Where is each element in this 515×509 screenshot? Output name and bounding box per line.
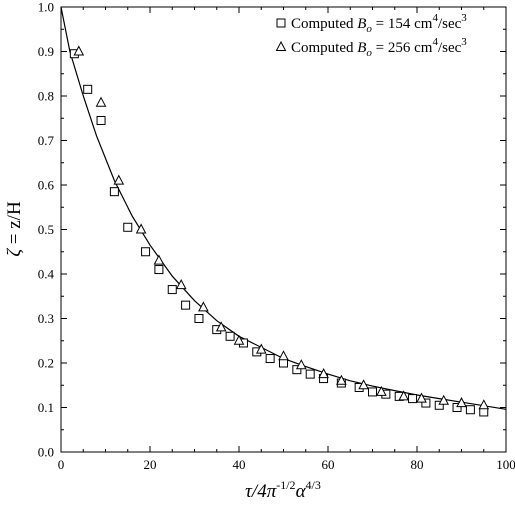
y-tick-label: 0.1 (38, 400, 54, 415)
triangle-marker (255, 343, 267, 354)
triangle-marker (233, 334, 245, 345)
triangle-marker (278, 350, 289, 361)
square-marker (167, 285, 177, 295)
square-marker (292, 365, 302, 375)
triangle-marker (398, 390, 410, 401)
y-axis-label: ζ = z/H (4, 201, 25, 257)
square-marker (368, 387, 377, 397)
triangle-marker (456, 397, 467, 408)
square-marker (465, 405, 475, 415)
y-axis-ticks: 0.0 0.1 0.2 0.3 0.4 0.5 0.6 0.7 0.8 0.9 1.0 (38, 0, 506, 460)
triangle-marker (438, 394, 450, 405)
x-tick-label: 0 (58, 457, 65, 472)
y-tick-label: 0.5 (38, 222, 54, 237)
triangle-marker (358, 379, 369, 390)
x-tick-label: 20 (144, 457, 157, 472)
x-tick-label: 60 (322, 457, 335, 472)
x-tick-label: 100 (496, 457, 515, 472)
x-axis-ticks: 0 20 40 60 80 100 (58, 7, 515, 472)
y-tick-label: 0.8 (38, 89, 54, 104)
square-marker (305, 369, 315, 379)
square-marker (408, 394, 418, 404)
square-marker (434, 400, 444, 410)
x-tick-label: 40 (233, 457, 246, 472)
square-marker (154, 265, 164, 275)
legend-label: Computed Bo = 154 cm4/sec3 (291, 12, 467, 35)
triangle-marker (135, 223, 147, 234)
triangle-marker (318, 368, 329, 379)
square-marker (123, 222, 133, 232)
triangle-marker (95, 96, 107, 107)
square-marker (181, 300, 191, 310)
triangle-marker (295, 359, 307, 370)
y-tick-label: 1.0 (38, 0, 54, 15)
triangle-marker (198, 301, 209, 312)
square-marker (225, 331, 235, 341)
x-tick-label: 80 (411, 457, 424, 472)
y-tick-label: 0.9 (38, 44, 54, 59)
square-marker (83, 84, 93, 94)
y-tick-label: 0.2 (38, 356, 54, 371)
square-marker (96, 115, 106, 125)
x-axis-label: τ/4π-1/2α4/3 (245, 478, 321, 502)
triangle-marker (73, 45, 85, 56)
triangle-marker (153, 254, 165, 265)
legend-square-marker (276, 18, 286, 28)
triangle-marker (478, 399, 490, 410)
triangle-marker (416, 392, 427, 403)
triangle-marker (376, 385, 387, 396)
square-marker (421, 398, 431, 408)
square-marker (141, 247, 151, 257)
fit-curve-layer (60, 6, 507, 410)
square-marker (109, 187, 119, 197)
triangle-marker (336, 374, 347, 385)
y-tick-label: 0.6 (38, 178, 55, 193)
y-tick-label: 0.7 (38, 133, 55, 148)
y-tick-label: 0.4 (38, 267, 55, 282)
triangle-marker (175, 279, 187, 290)
y-tick-label: 0.0 (38, 445, 54, 460)
legend-triangle-marker (275, 40, 287, 51)
marker-layer (69, 45, 490, 417)
square-marker (194, 314, 204, 323)
triangle-marker (215, 321, 227, 332)
square-marker (452, 403, 462, 412)
triangle-marker (113, 174, 125, 185)
fit-curve (60, 6, 507, 410)
square-marker (265, 354, 275, 364)
legend-label: Computed Bo = 256 cm4/sec3 (291, 36, 467, 59)
y-tick-label: 0.3 (38, 311, 54, 326)
